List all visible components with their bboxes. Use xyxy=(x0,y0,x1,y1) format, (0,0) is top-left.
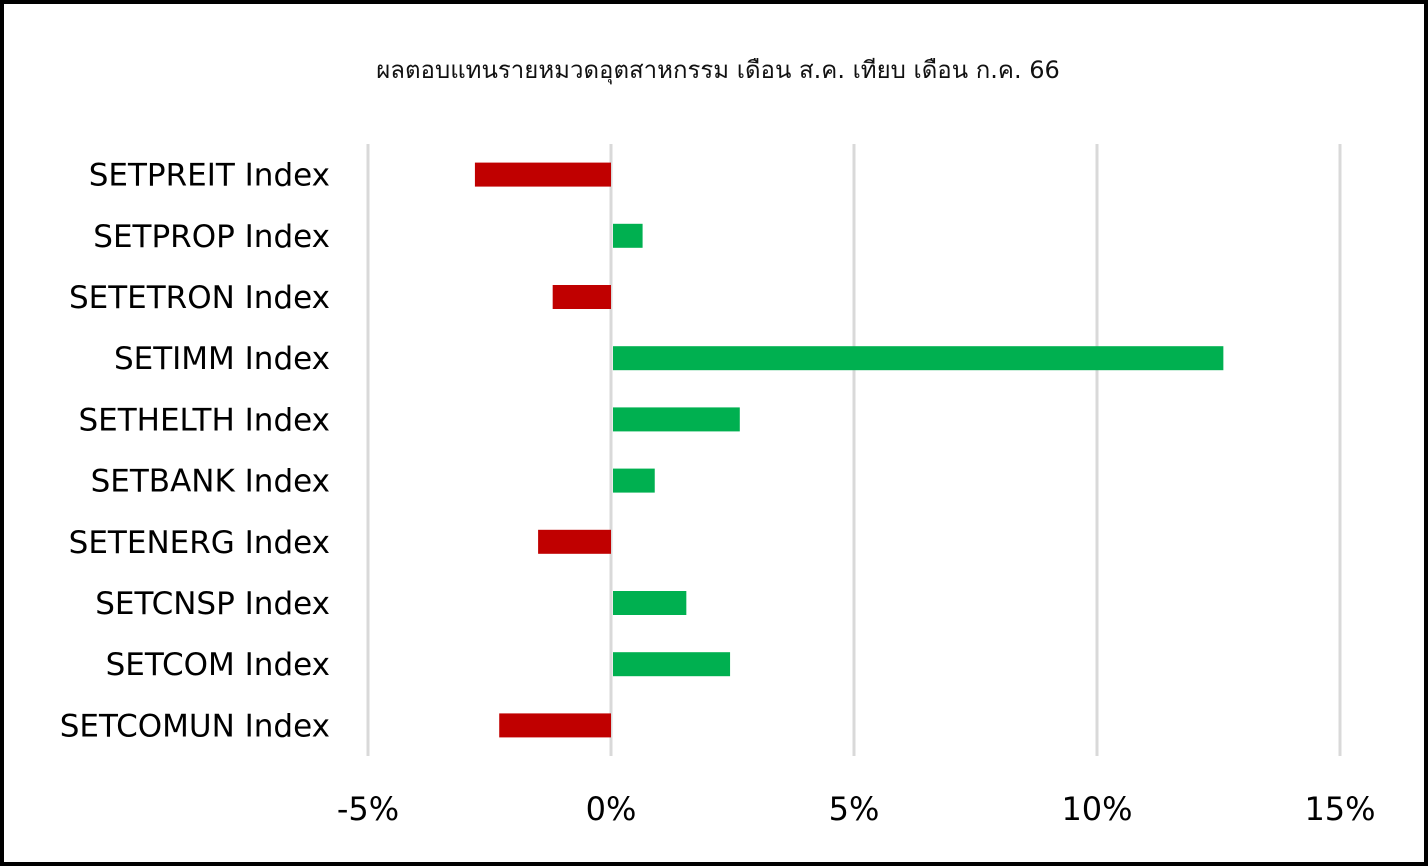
bar xyxy=(613,407,740,432)
category-label: SETHELTH Index xyxy=(78,402,330,438)
bars xyxy=(474,162,1224,738)
category-label: SETCNSP Index xyxy=(95,586,330,622)
bar xyxy=(552,285,611,309)
category-label: SETCOM Index xyxy=(106,647,330,683)
category-label: SETETRON Index xyxy=(69,280,330,316)
bar xyxy=(613,468,655,493)
bar xyxy=(613,591,687,615)
x-tick-label: 10% xyxy=(1061,790,1132,828)
bar xyxy=(613,652,731,677)
x-tick-label: 5% xyxy=(829,790,880,828)
x-tick-label: -5% xyxy=(337,790,399,828)
category-label: SETPROP Index xyxy=(93,219,330,255)
category-label: SETBANK Index xyxy=(91,464,330,500)
category-label: SETENERG Index xyxy=(69,525,330,561)
category-label: SETIMM Index xyxy=(114,341,330,377)
x-tick-label: 0% xyxy=(586,790,637,828)
gridlines xyxy=(366,144,1342,756)
chart-title: ผลตอบแทนรายหมวดอุตสาหกรรม เดือน ส.ค. เที… xyxy=(376,56,1060,84)
bar xyxy=(538,529,611,554)
bar xyxy=(613,223,643,248)
bar-chart: SETPREIT Index SETPROP Index SETETRON Inde… xyxy=(60,144,1376,828)
bar xyxy=(613,346,1224,371)
category-labels: SETPREIT Index SETPROP Index SETETRON Inde… xyxy=(60,158,330,745)
x-axis-tick-labels: -5% 0% 5% 10% 15% xyxy=(337,790,1376,828)
category-label: SETPREIT Index xyxy=(89,158,330,194)
bar xyxy=(499,713,611,738)
bar xyxy=(474,162,611,187)
category-label: SETCOMUN Index xyxy=(60,708,330,744)
x-tick-label: 15% xyxy=(1304,790,1375,828)
